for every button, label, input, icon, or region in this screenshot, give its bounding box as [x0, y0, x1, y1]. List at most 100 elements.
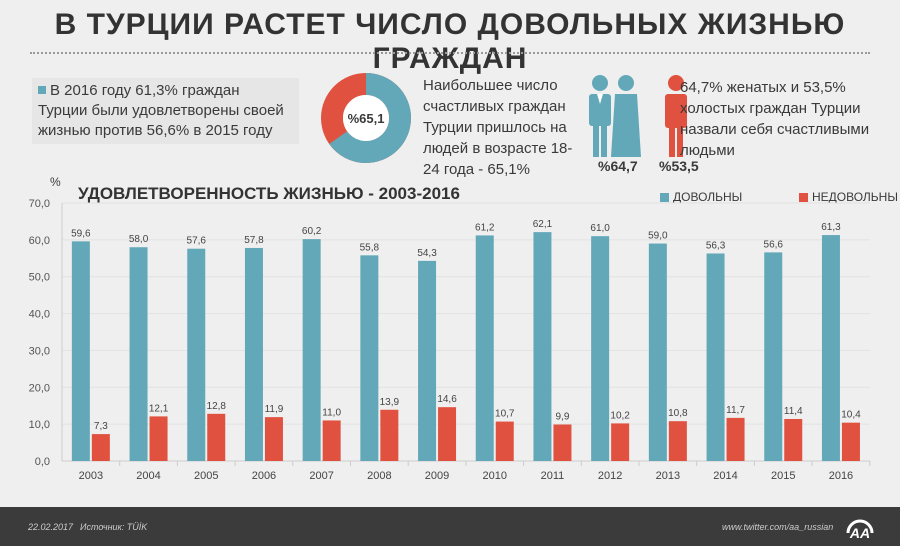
- y-tick-label: 40,0: [29, 309, 50, 321]
- footer: 22.02.2017 Источник: TÜİK www.twitter.co…: [0, 507, 900, 546]
- note-2016-satisfaction: В 2016 году 61,3% граждан Турции были уд…: [32, 78, 299, 144]
- bar-unsatisfied: [438, 407, 457, 461]
- bar-unsatisfied: [380, 409, 399, 461]
- bar-satisfied: [648, 243, 667, 461]
- bar-satisfied: [129, 247, 148, 461]
- bar-satisfied: [706, 253, 725, 461]
- legend-item-satisfied: ДОВОЛЬНЫ: [660, 190, 742, 204]
- y-tick-label: 50,0: [29, 272, 50, 284]
- data-label: 10,4: [841, 410, 861, 421]
- bar-satisfied: [360, 255, 379, 461]
- bar-unsatisfied: [149, 416, 168, 461]
- data-label: 55,8: [360, 242, 380, 253]
- bullet-icon: [38, 86, 46, 94]
- data-label: 54,3: [417, 248, 437, 259]
- data-label: 11,7: [726, 405, 745, 416]
- bar-satisfied: [475, 235, 494, 461]
- bar-satisfied: [71, 241, 90, 461]
- legend-item-unsatisfied: НЕДОВОЛЬНЫ: [799, 190, 898, 204]
- age-donut-chart: %65,1: [321, 73, 411, 163]
- bar-satisfied: [591, 236, 610, 461]
- data-label: 10,2: [610, 410, 630, 421]
- single-percent: %53,5: [659, 158, 699, 174]
- data-label: 57,8: [244, 235, 264, 246]
- svg-text:AA: AA: [849, 525, 870, 541]
- bar-unsatisfied: [841, 422, 860, 461]
- data-label: 7,3: [94, 421, 108, 432]
- bar-unsatisfied: [91, 434, 110, 461]
- x-tick-label: 2003: [79, 470, 103, 482]
- single-person-icon: [665, 75, 687, 157]
- data-label: 62,1: [533, 219, 553, 230]
- note-text: В 2016 году 61,3% граждан Турции были уд…: [38, 82, 284, 139]
- x-tick-label: 2010: [483, 470, 507, 482]
- data-label: 12,8: [207, 401, 227, 412]
- data-label: 10,8: [668, 408, 688, 419]
- bar-chart: 0,0 10,0 20,0 30,0 40,0 50,0 60,0 70,0 2003 59,6 7…: [29, 198, 871, 482]
- data-label: 11,4: [784, 406, 803, 417]
- data-label: 59,0: [648, 231, 668, 242]
- note-marital-status: 64,7% женатых и 53,5% холостых граждан Т…: [680, 79, 870, 159]
- y-tick-label: 30,0: [29, 345, 50, 357]
- footer-twitter[interactable]: www.twitter.com/aa_russian: [722, 522, 834, 532]
- bar-unsatisfied: [784, 418, 803, 461]
- chart-legend: ДОВОЛЬНЫ НЕДОВОЛЬНЫ: [660, 190, 898, 204]
- donut-main-segment: [321, 73, 411, 163]
- data-label: 61,2: [475, 222, 495, 233]
- page-title: В ТУРЦИИ РАСТЕТ ЧИСЛО ДОВОЛЬНЫХ ЖИЗНЬЮ Г…: [54, 8, 846, 75]
- bar-unsatisfied: [322, 420, 341, 461]
- x-tick-label: 2008: [367, 470, 391, 482]
- note-age-group: Наибольшее число счастливых граждан Турц…: [423, 77, 573, 178]
- bar-satisfied: [821, 235, 840, 461]
- x-tick-label: 2013: [656, 470, 680, 482]
- married-percent: %64,7: [598, 158, 638, 174]
- data-label: 14,6: [437, 394, 457, 405]
- bar-unsatisfied: [207, 413, 226, 461]
- x-tick-label: 2004: [136, 470, 160, 482]
- data-label: 59,6: [71, 228, 91, 239]
- x-tick-label: 2006: [252, 470, 276, 482]
- x-tick-label: 2011: [541, 470, 565, 482]
- aa-logo: AA: [846, 519, 874, 541]
- chart-title: УДОВЛЕТВОРЕННОСТЬ ЖИЗНЬЮ - 2003-2016: [78, 184, 460, 203]
- data-label: 57,6: [187, 236, 207, 247]
- data-label: 12,1: [149, 403, 169, 414]
- x-tick-label: 2012: [598, 470, 622, 482]
- data-label: 11,9: [265, 404, 284, 415]
- bar-satisfied: [244, 247, 263, 461]
- data-label: 56,6: [764, 239, 784, 250]
- data-label: 58,0: [129, 234, 149, 245]
- data-label: 60,2: [302, 226, 322, 237]
- bar-satisfied: [187, 248, 206, 461]
- data-label: 61,0: [590, 223, 610, 234]
- bar-unsatisfied: [726, 417, 745, 461]
- x-tick-label: 2005: [194, 470, 218, 482]
- bar-unsatisfied: [264, 417, 283, 461]
- x-tick-label: 2014: [713, 470, 737, 482]
- y-tick-label: 70,0: [29, 198, 50, 210]
- bar-satisfied: [302, 239, 321, 461]
- data-label: 13,9: [380, 397, 400, 408]
- bar-unsatisfied: [611, 423, 630, 461]
- bar-satisfied: [533, 232, 552, 461]
- donut-label: %65,1: [348, 111, 385, 126]
- title-divider: [30, 52, 870, 54]
- married-couple-icon: [589, 75, 641, 157]
- y-tick-label: 0,0: [35, 456, 50, 468]
- bar-unsatisfied: [495, 421, 514, 461]
- data-label: 56,3: [706, 240, 726, 251]
- data-label: 61,3: [821, 222, 841, 233]
- x-tick-label: 2007: [309, 470, 333, 482]
- y-axis-label: %: [50, 175, 61, 189]
- footer-date: 22.02.2017: [28, 522, 74, 532]
- y-tick-label: 60,0: [29, 235, 50, 247]
- x-tick-label: 2016: [829, 470, 853, 482]
- data-label: 9,9: [555, 412, 569, 423]
- bar-unsatisfied: [553, 424, 572, 461]
- data-label: 11,0: [322, 407, 341, 418]
- footer-source: Источник: TÜİK: [80, 522, 148, 532]
- data-label: 10,7: [495, 409, 515, 420]
- bar-satisfied: [418, 260, 437, 461]
- y-tick-label: 10,0: [29, 419, 50, 431]
- y-tick-label: 20,0: [29, 382, 50, 394]
